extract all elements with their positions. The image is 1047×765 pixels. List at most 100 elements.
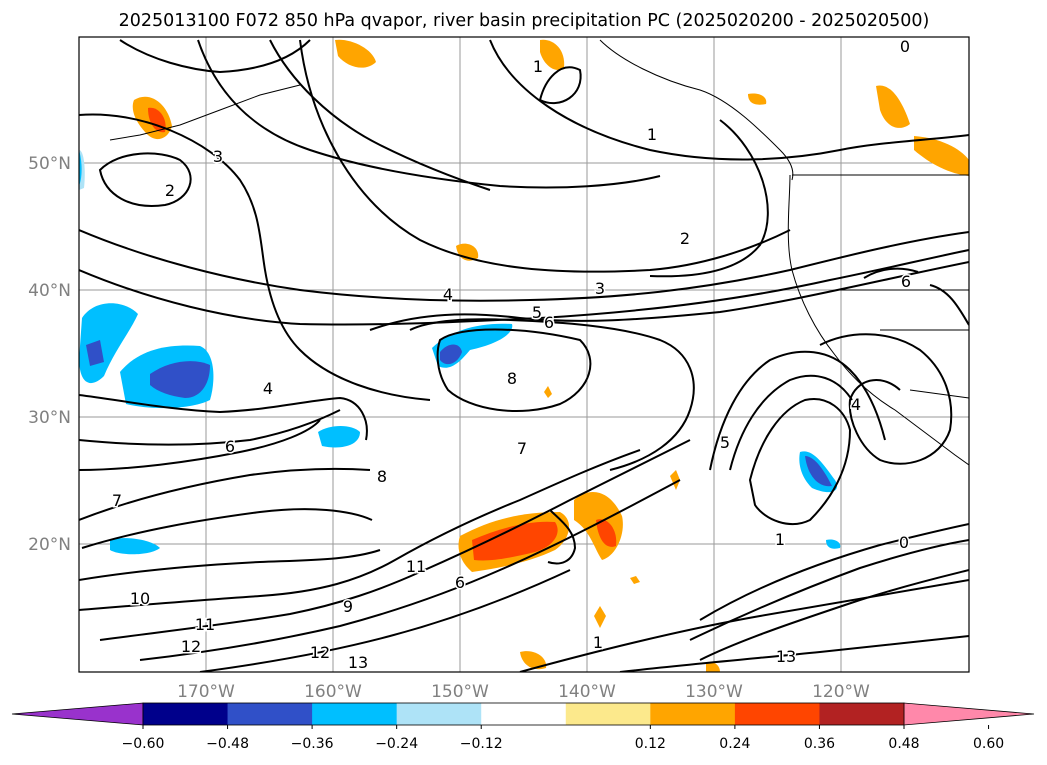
contour-line (649, 119, 769, 278)
lat-label: 30°N (28, 408, 71, 428)
contour-line (79, 249, 969, 326)
positive-patch (748, 93, 767, 105)
positive-patch (540, 39, 565, 71)
contour-line (197, 39, 661, 189)
latitude-labels: 50°N 40°N 30°N 20°N (28, 154, 71, 555)
map-frame (78, 36, 970, 673)
contour-label: 1 (593, 633, 603, 652)
colorbar-extend-high (903, 702, 1035, 726)
contour-line (79, 549, 381, 581)
contour-label: 12 (181, 637, 201, 656)
colorbar-tick-label: 0.60 (973, 736, 1004, 752)
contour-line (699, 523, 969, 621)
contour-label: 13 (776, 647, 796, 666)
contour-line (436, 328, 592, 413)
contour-line (539, 66, 582, 105)
lon-label: 140°W (558, 682, 616, 702)
lon-label: 120°W (812, 682, 870, 702)
contour-line (519, 579, 969, 672)
contour-line (489, 39, 969, 161)
colorbar-cell (312, 703, 398, 725)
colorbar-cell (734, 703, 820, 725)
positive-patch (876, 85, 910, 128)
contour-label: 6 (901, 272, 911, 291)
contour-line (79, 229, 969, 302)
colorbar-cell (227, 703, 313, 725)
colorbar-cell (143, 703, 229, 725)
colorbar-extend-low (11, 702, 144, 726)
contour-line (369, 261, 969, 331)
negative-patch (440, 344, 462, 365)
positive-patch (544, 386, 552, 398)
contour-label: 11 (406, 557, 426, 576)
contour-line (79, 449, 641, 611)
contour-line (119, 39, 311, 74)
colorbar-cell (396, 703, 482, 725)
contour-label: 1 (533, 57, 543, 76)
positive-patch (670, 470, 680, 490)
positive-patch (335, 39, 376, 68)
negative-patch (150, 361, 210, 398)
contour-line (81, 508, 373, 549)
negative-patch (110, 538, 160, 555)
longitude-labels: 170°W 160°W 150°W 140°W 130°W 120°W (177, 682, 870, 702)
lon-label: 150°W (431, 682, 489, 702)
negative-patch (79, 150, 82, 186)
colorbar-cell (481, 703, 567, 725)
colorbar-cell (565, 703, 651, 725)
contour-label: 13 (348, 653, 368, 672)
colorbar-frame (142, 702, 905, 726)
contour-line (709, 350, 886, 471)
contour-label: 0 (899, 533, 909, 552)
lat-label: 20°N (28, 535, 71, 555)
contour-label: 8 (377, 467, 387, 486)
contour-line (299, 39, 791, 273)
alaska-coast (599, 39, 794, 181)
qvapor-contours (79, 39, 969, 672)
contour-label: 5 (720, 433, 730, 452)
contour-label: 2 (165, 181, 175, 200)
contour-label: 11 (195, 615, 215, 634)
contour-line (748, 398, 852, 525)
positive-patch (706, 662, 720, 672)
contour-label: 4 (443, 285, 453, 304)
contour-label: 4 (263, 379, 273, 398)
north-america-coast (787, 174, 969, 466)
colorbar-tick-label: 0.12 (635, 736, 666, 752)
negative-patch (86, 340, 104, 366)
positive-patch (520, 651, 547, 670)
positive-patch (630, 576, 640, 584)
lon-label: 170°W (177, 682, 235, 702)
aleutian-islands (109, 84, 301, 141)
contour-line (79, 113, 431, 401)
contour-label: 0 (900, 37, 910, 56)
contour-label: 1 (647, 125, 657, 144)
colorbar-tick-label: −0.60 (122, 736, 165, 752)
contour-label: 10 (130, 589, 150, 608)
lat-label: 50°N (28, 154, 71, 174)
contour-label: 6 (225, 437, 235, 456)
colorbar-cell (819, 703, 905, 725)
contour-label: 3 (595, 279, 605, 298)
contour-line (98, 152, 192, 207)
contour-line (699, 569, 969, 661)
colorbar-tick-label: −0.48 (206, 736, 249, 752)
contour-label: 7 (517, 439, 527, 458)
contour-line (269, 39, 491, 191)
colorbar-tick-label: −0.24 (375, 736, 418, 752)
pc-shading (79, 39, 969, 672)
contour-line (819, 333, 953, 465)
contour-line (139, 479, 681, 661)
lon-label: 160°W (304, 682, 362, 702)
colorbar-tick-label: 0.24 (719, 736, 750, 752)
contour-line (79, 467, 371, 521)
positive-patch (472, 521, 558, 561)
contour-line (619, 635, 969, 672)
colorbar-tick-label: −0.12 (460, 736, 503, 752)
contour-line (99, 439, 691, 641)
contour-line (729, 374, 853, 471)
negative-patch (805, 456, 832, 487)
